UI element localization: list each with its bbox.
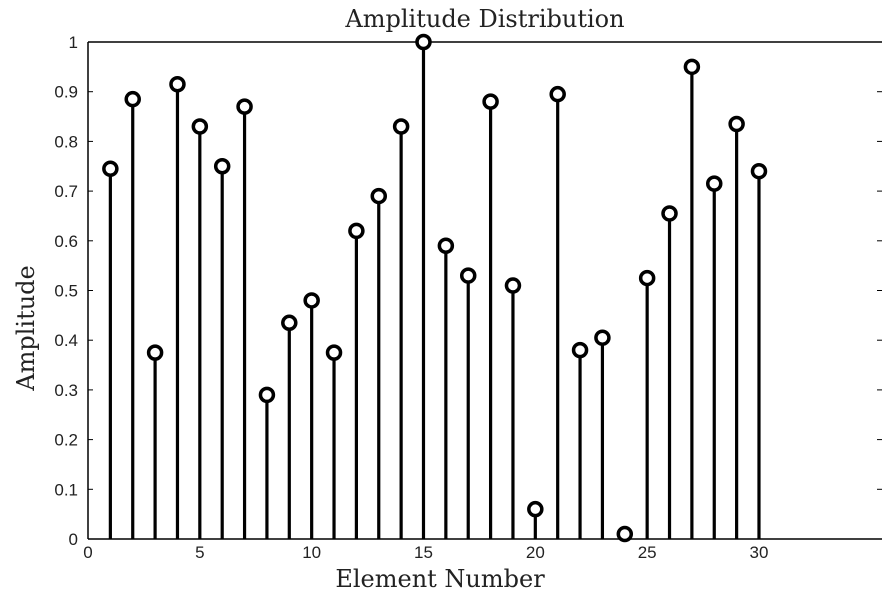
stem-marker [728,115,745,133]
stem-7 [236,98,253,539]
stem-4 [169,75,186,539]
stem-21 [549,85,566,539]
y-tick-label: 0 [69,530,78,549]
stem-16 [437,237,455,539]
stem-marker [750,162,768,180]
stem-marker [527,500,544,518]
y-tick-label: 0.3 [54,381,78,400]
x-tick-label: 25 [638,543,657,562]
stem-marker [258,386,276,404]
stem-marker [102,160,119,177]
stem-marker [392,118,410,135]
stem-marker [549,85,566,103]
y-tick-label: 0.9 [54,83,78,102]
stem-8 [258,386,276,539]
stem-marker [236,98,253,115]
stem-marker [169,75,186,93]
stem-6 [213,158,231,539]
stem-28 [706,175,723,539]
stem-27 [683,58,701,539]
stem-marker [504,277,522,294]
stem-25 [638,269,656,539]
stem-marker [325,344,343,361]
stem-marker [348,222,365,240]
stem-marker [683,58,701,76]
x-axis-label: Element Number [335,565,545,593]
stem-14 [392,118,410,539]
y-tick-label: 0.7 [54,182,78,201]
stem-marker [661,205,678,222]
stem-10 [303,292,320,539]
stem-29 [728,115,745,539]
stem-marker [191,118,209,135]
stem-marker [594,329,611,346]
stem-19 [504,277,522,539]
stem-17 [459,267,477,539]
stem-marker [459,267,477,284]
stem-marker [638,269,656,287]
stem-marker [146,344,164,361]
y-tick-label: 0.1 [54,480,78,499]
stem-marker [303,292,320,309]
y-tick-label: 0.8 [54,132,78,151]
stem-marker [370,187,388,205]
x-tick-label: 0 [83,543,92,562]
stem-22 [571,341,589,539]
stem-18 [482,93,499,539]
stem-marker [281,314,298,332]
stem-1 [102,160,119,539]
stem-23 [594,329,611,539]
stem-marker [415,33,432,51]
stem-15 [415,33,432,539]
x-tick-label: 10 [302,543,321,562]
stem-20 [527,500,544,539]
stem-marker [213,158,231,175]
stem-3 [146,344,164,539]
stem-26 [661,205,678,539]
stem-11 [325,344,343,539]
x-tick-label: 15 [414,543,433,562]
stem-marker [571,341,589,359]
stem-marker [706,175,723,192]
stem-9 [281,314,298,539]
y-tick-label: 0.6 [54,232,78,251]
stem-24 [616,525,634,543]
x-tick-label: 5 [195,543,204,562]
x-tick-label: 20 [526,543,545,562]
y-tick-label: 0.4 [54,331,78,350]
stem-5 [191,118,209,539]
y-tick-label: 0.5 [54,282,78,301]
stem-30 [750,162,768,539]
stem-marker [437,237,455,255]
stem-marker [482,93,499,110]
x-tick-label: 30 [750,543,769,562]
stem-marker [616,525,634,543]
y-tick-label: 1 [69,33,78,52]
stem-marker [124,90,141,108]
stem-12 [348,222,365,539]
y-axis-label: Amplitude [12,265,40,391]
chart-title: Amplitude Distribution [344,5,624,33]
y-tick-label: 0.2 [54,431,78,450]
stem-2 [124,90,141,539]
stem-13 [370,187,388,539]
